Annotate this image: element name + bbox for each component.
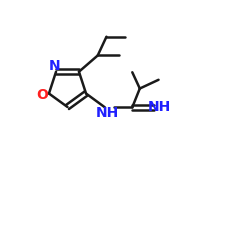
Text: NH: NH bbox=[96, 106, 120, 120]
Text: NH: NH bbox=[148, 100, 171, 114]
Text: N: N bbox=[49, 59, 60, 73]
Text: O: O bbox=[36, 88, 48, 102]
